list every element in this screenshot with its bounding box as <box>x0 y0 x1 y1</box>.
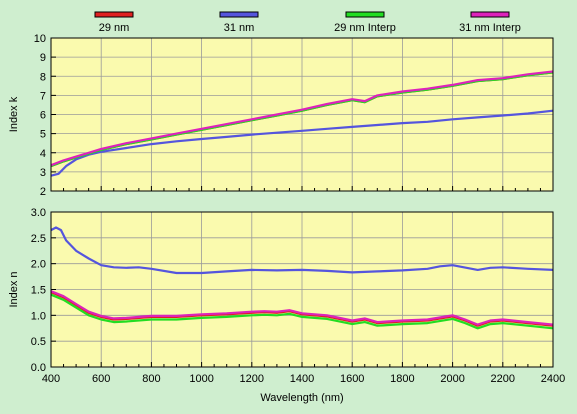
ytick-label-2-5: 2.5 <box>31 233 46 245</box>
ytick-label-1-3: 5 <box>40 129 46 141</box>
ytick-label-1-5: 7 <box>40 90 46 102</box>
legend-swatch-3 <box>345 11 385 18</box>
ytick-label-2-3: 1.5 <box>31 285 46 297</box>
series-line-2-3 <box>50 293 554 330</box>
plot-frame-2 <box>50 211 554 368</box>
xtick-label-10: 2400 <box>541 373 565 385</box>
xtick-label-6: 1600 <box>340 373 364 385</box>
xtick-label-9: 2200 <box>491 373 515 385</box>
series-line-2-4 <box>50 290 554 326</box>
ytick-label-2-0: 0.0 <box>31 362 46 374</box>
ytick-label-2-4: 2.0 <box>31 259 46 271</box>
ytick-label-1-4: 6 <box>40 110 46 122</box>
ytick-label-1-8: 10 <box>34 33 46 45</box>
xtick-label-3: 1000 <box>189 373 213 385</box>
legend-swatch-1 <box>94 11 134 18</box>
xtick-label-7: 1800 <box>390 373 414 385</box>
xtick-label-2: 800 <box>142 373 160 385</box>
ytick-label-2-2: 1.0 <box>31 310 46 322</box>
xlabel: Wavelength (nm) <box>260 392 343 404</box>
ylabel-2: Index n <box>8 271 20 307</box>
series-line-1-4 <box>50 70 554 167</box>
series-line-1-2 <box>50 109 554 177</box>
xtick-label-5: 1400 <box>290 373 314 385</box>
ylabel-1: Index k <box>8 96 20 132</box>
ytick-label-1-0: 2 <box>40 186 46 198</box>
legend-label-4: 31 nm Interp <box>459 22 521 34</box>
xtick-label-0: 400 <box>42 373 60 385</box>
ytick-label-1-6: 8 <box>40 71 46 83</box>
plot-frame-1 <box>50 37 554 192</box>
ytick-label-2-1: 0.5 <box>31 336 46 348</box>
ytick-label-1-7: 9 <box>40 52 46 64</box>
series-line-2-2 <box>50 226 554 275</box>
ytick-label-1-1: 3 <box>40 167 46 179</box>
legend-label-1: 29 nm <box>99 22 130 34</box>
ytick-label-1-2: 4 <box>40 148 46 160</box>
ytick-label-2-6: 3.0 <box>31 207 46 219</box>
xtick-label-8: 2000 <box>440 373 464 385</box>
legend-swatch-4 <box>470 11 510 18</box>
legend-label-2: 31 nm <box>224 22 255 34</box>
legend-label-3: 29 nm Interp <box>334 22 396 34</box>
xtick-label-4: 1200 <box>240 373 264 385</box>
legend-swatch-2 <box>219 11 259 18</box>
xtick-label-1: 600 <box>92 373 110 385</box>
